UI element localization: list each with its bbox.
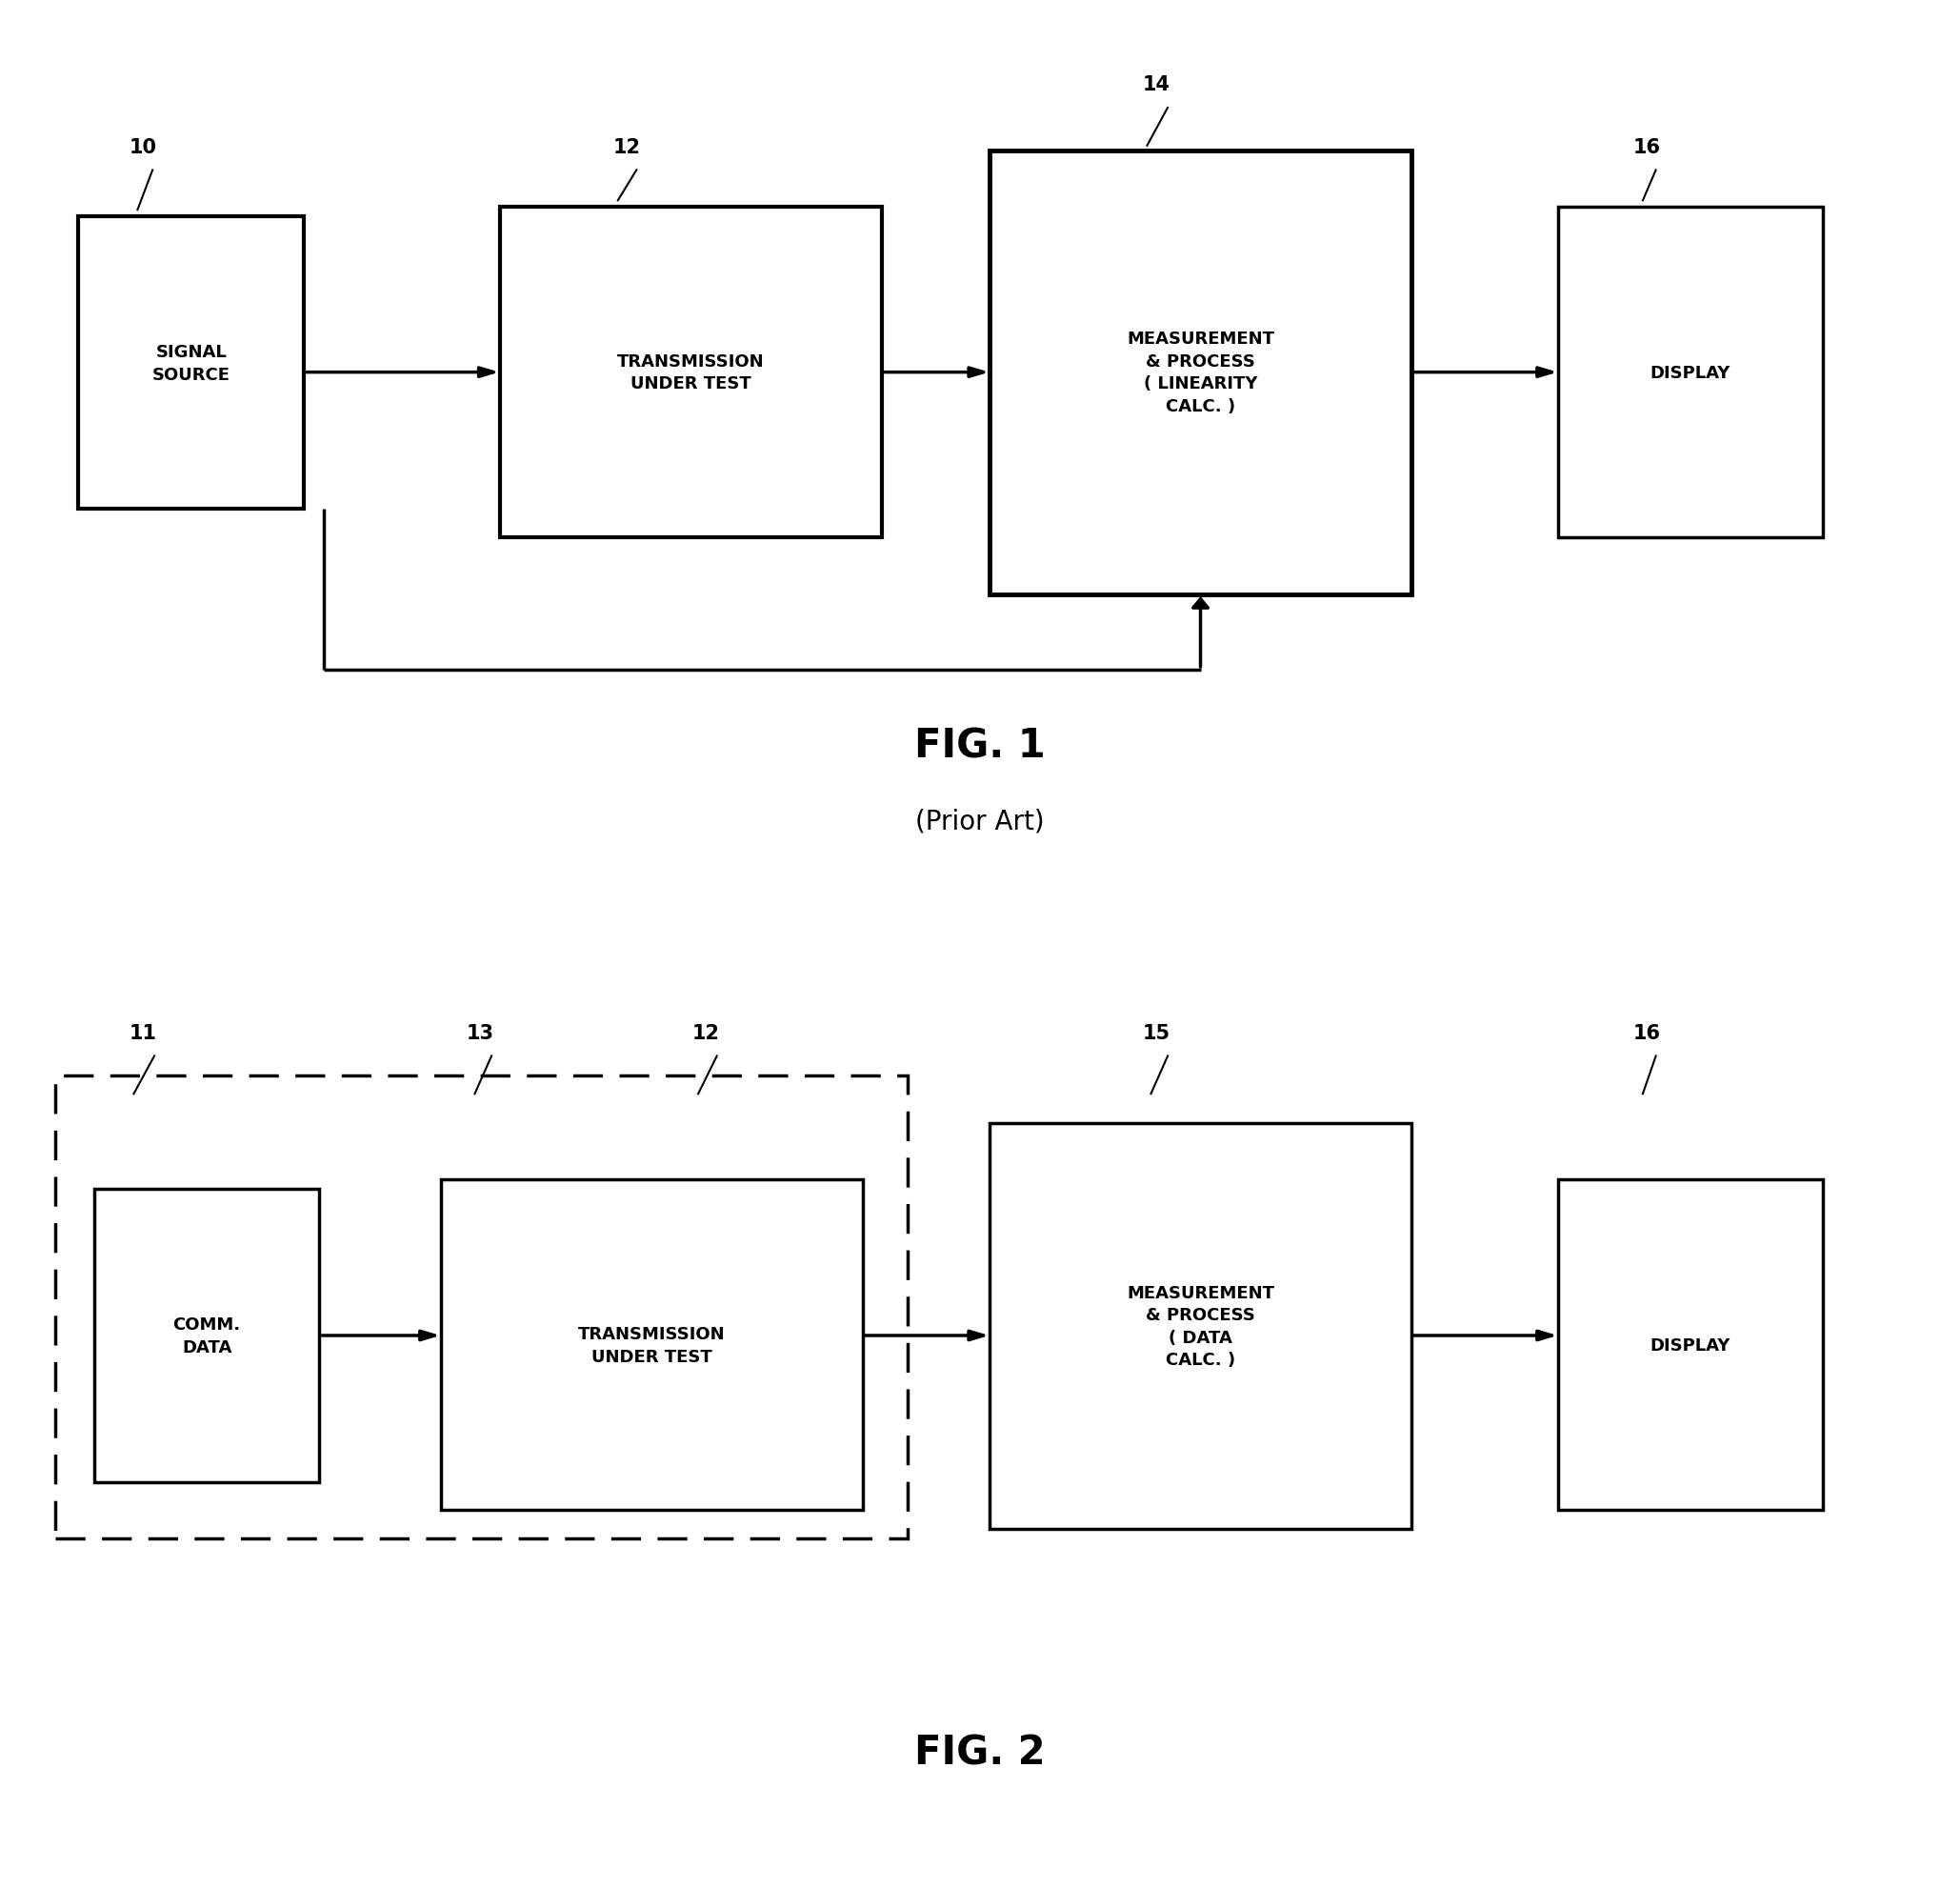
Text: 15: 15 — [1143, 1023, 1170, 1042]
Text: (Prior Art): (Prior Art) — [915, 808, 1045, 834]
FancyBboxPatch shape — [990, 151, 1411, 595]
FancyBboxPatch shape — [1558, 1180, 1823, 1510]
Text: 16: 16 — [1633, 1023, 1660, 1042]
FancyBboxPatch shape — [55, 1076, 907, 1539]
FancyBboxPatch shape — [500, 208, 882, 538]
FancyBboxPatch shape — [94, 1189, 319, 1482]
FancyBboxPatch shape — [78, 217, 304, 510]
Text: TRANSMISSION
UNDER TEST: TRANSMISSION UNDER TEST — [578, 1325, 725, 1365]
Text: 12: 12 — [692, 1023, 719, 1042]
Text: DISPLAY: DISPLAY — [1650, 1337, 1731, 1354]
FancyBboxPatch shape — [441, 1180, 862, 1510]
FancyBboxPatch shape — [990, 1123, 1411, 1529]
Text: 10: 10 — [129, 138, 157, 157]
Text: 11: 11 — [129, 1023, 157, 1042]
Text: 16: 16 — [1633, 138, 1660, 157]
Text: 12: 12 — [613, 138, 641, 157]
FancyBboxPatch shape — [1558, 208, 1823, 538]
Text: FIG. 1: FIG. 1 — [915, 725, 1045, 767]
Text: 13: 13 — [466, 1023, 494, 1042]
Text: MEASUREMENT
& PROCESS
( LINEARITY
CALC. ): MEASUREMENT & PROCESS ( LINEARITY CALC. … — [1127, 330, 1274, 415]
Text: SIGNAL
SOURCE: SIGNAL SOURCE — [153, 344, 229, 383]
Text: FIG. 2: FIG. 2 — [915, 1731, 1045, 1773]
Text: TRANSMISSION
UNDER TEST: TRANSMISSION UNDER TEST — [617, 353, 764, 393]
Text: 14: 14 — [1143, 76, 1170, 94]
Text: COMM.
DATA: COMM. DATA — [172, 1316, 241, 1356]
Text: MEASUREMENT
& PROCESS
( DATA
CALC. ): MEASUREMENT & PROCESS ( DATA CALC. ) — [1127, 1284, 1274, 1369]
Text: DISPLAY: DISPLAY — [1650, 364, 1731, 381]
